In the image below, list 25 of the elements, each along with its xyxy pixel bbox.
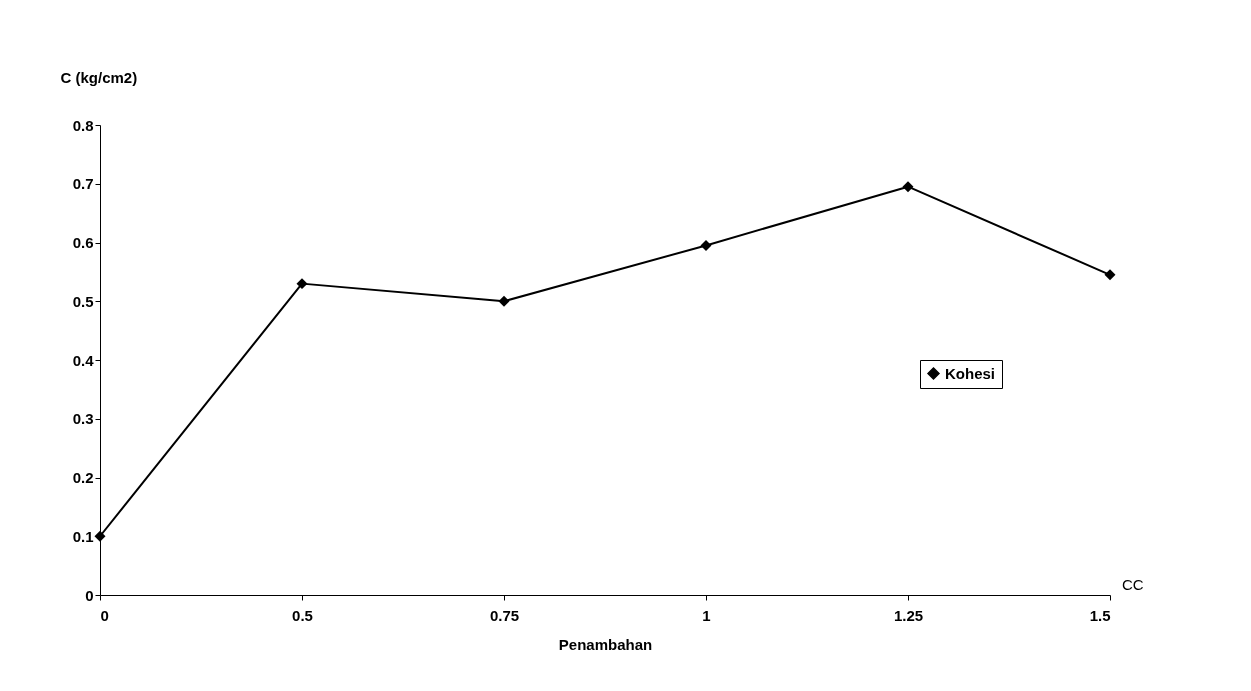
point bbox=[700, 239, 712, 251]
y-tick-label: 0 bbox=[85, 586, 94, 604]
y-tick-label: 0.5 bbox=[72, 292, 94, 310]
y-tick-label: 0.6 bbox=[72, 234, 94, 251]
y-tick-label: 0.8 bbox=[72, 116, 94, 134]
legend-label: Kohesi bbox=[945, 364, 996, 382]
y-tick-label: 0.1 bbox=[72, 527, 94, 545]
x-axis-title: Penambahan bbox=[558, 635, 653, 653]
x-tick-label: 1.5 bbox=[1089, 606, 1111, 624]
x-tick-label: 1 bbox=[702, 606, 711, 624]
x-tick-label: 1.25 bbox=[893, 606, 924, 624]
y-tick-label: 0.4 bbox=[72, 351, 95, 369]
y-axis-title: C (kg/cm2) bbox=[60, 68, 138, 86]
x-tick-label: 0 bbox=[100, 606, 109, 624]
text: CC bbox=[1122, 576, 1144, 593]
y-tick-label: 0.7 bbox=[72, 175, 94, 193]
point bbox=[498, 295, 510, 307]
y-tick-label: 0.3 bbox=[72, 410, 94, 428]
point bbox=[296, 278, 308, 290]
point bbox=[1104, 269, 1116, 281]
x-tick-label: 0.5 bbox=[292, 606, 313, 624]
point bbox=[902, 181, 914, 193]
x-tick-label: 0.75 bbox=[489, 606, 520, 624]
point bbox=[94, 530, 106, 542]
y-tick-label: 0.2 bbox=[72, 469, 94, 486]
